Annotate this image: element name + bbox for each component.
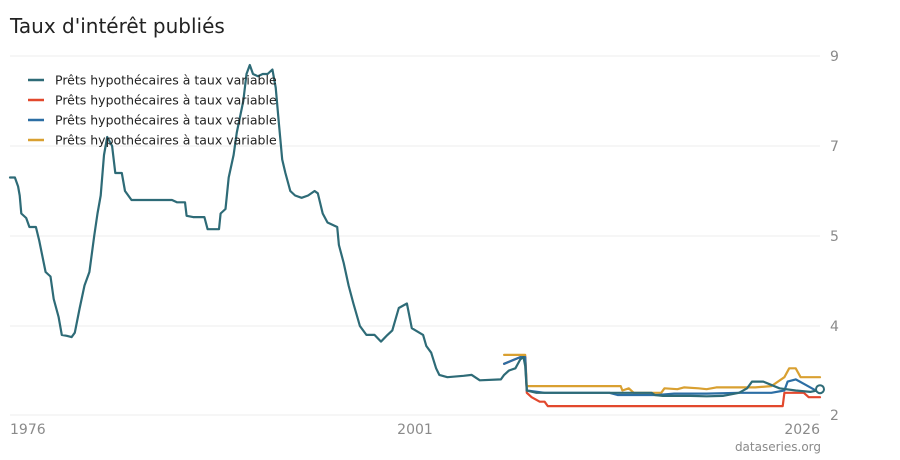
- x-tick-label: 2026: [784, 422, 820, 438]
- legend-label: Prêts hypothécaires à taux variable: [55, 133, 277, 148]
- series-line: [8, 63, 822, 398]
- y-tick-label: 2: [830, 408, 839, 424]
- series-line: [503, 356, 822, 397]
- x-tick-label: 1976: [10, 422, 46, 438]
- series-end-marker: [815, 384, 825, 395]
- series-line: [503, 353, 822, 394]
- x-tick-label: 2001: [397, 422, 433, 438]
- legend-label: Prêts hypothécaires à taux variable: [55, 113, 277, 128]
- y-tick-label: 7: [830, 139, 839, 155]
- legend-label: Prêts hypothécaires à taux variable: [55, 73, 277, 88]
- series-line: [503, 356, 822, 408]
- y-tick-label: 9: [830, 49, 839, 65]
- legend-label: Prêts hypothécaires à taux variable: [55, 93, 277, 108]
- chart-title: Taux d'intérêt publiés: [10, 14, 225, 38]
- y-tick-label: 4: [830, 319, 839, 335]
- source-credit[interactable]: dataseries.org: [734, 440, 821, 454]
- y-tick-label: 5: [830, 229, 839, 245]
